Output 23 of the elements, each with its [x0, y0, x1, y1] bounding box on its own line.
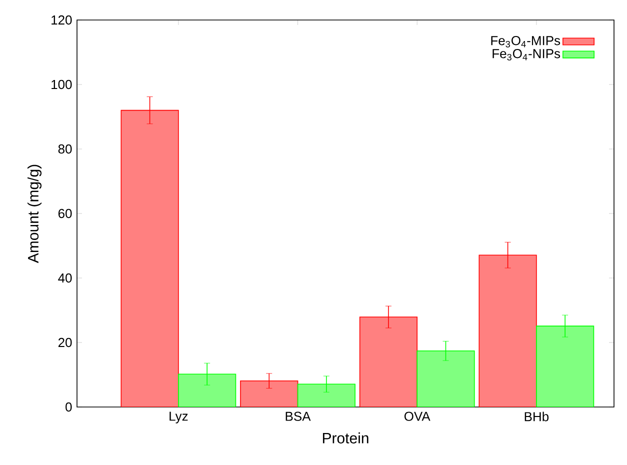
legend-label: Fe$_{3}$O$_{4}$-NIPs	[492, 49, 560, 60]
y-axis-title: Amount (mg/g)	[28, 164, 42, 264]
legend-label: Fe$_{3}$O$_{4}$-MIPs	[491, 36, 560, 48]
bar	[536, 326, 594, 407]
bar	[478, 254, 537, 407]
y-tick-label: 40	[58, 273, 72, 283]
y-tick-label: 60	[58, 208, 72, 218]
x-tick-label: OVA	[404, 412, 430, 421]
x-tick-label: Lyz	[170, 412, 188, 424]
y-tick-label: 20	[58, 338, 72, 348]
y-tick-label: 120	[52, 15, 72, 25]
bar	[416, 350, 475, 407]
bar	[359, 316, 418, 407]
bar	[240, 380, 298, 407]
bar	[120, 110, 179, 407]
bar	[297, 384, 356, 407]
x-tick-label: BSA	[286, 412, 311, 421]
y-tick-label: 0	[66, 402, 72, 412]
bar	[178, 374, 236, 407]
y-tick-label: 100	[52, 80, 72, 90]
x-tick-label: BHb	[524, 412, 549, 422]
y-tick-label: 80	[58, 144, 72, 154]
x-axis-title: Protein	[322, 432, 368, 444]
